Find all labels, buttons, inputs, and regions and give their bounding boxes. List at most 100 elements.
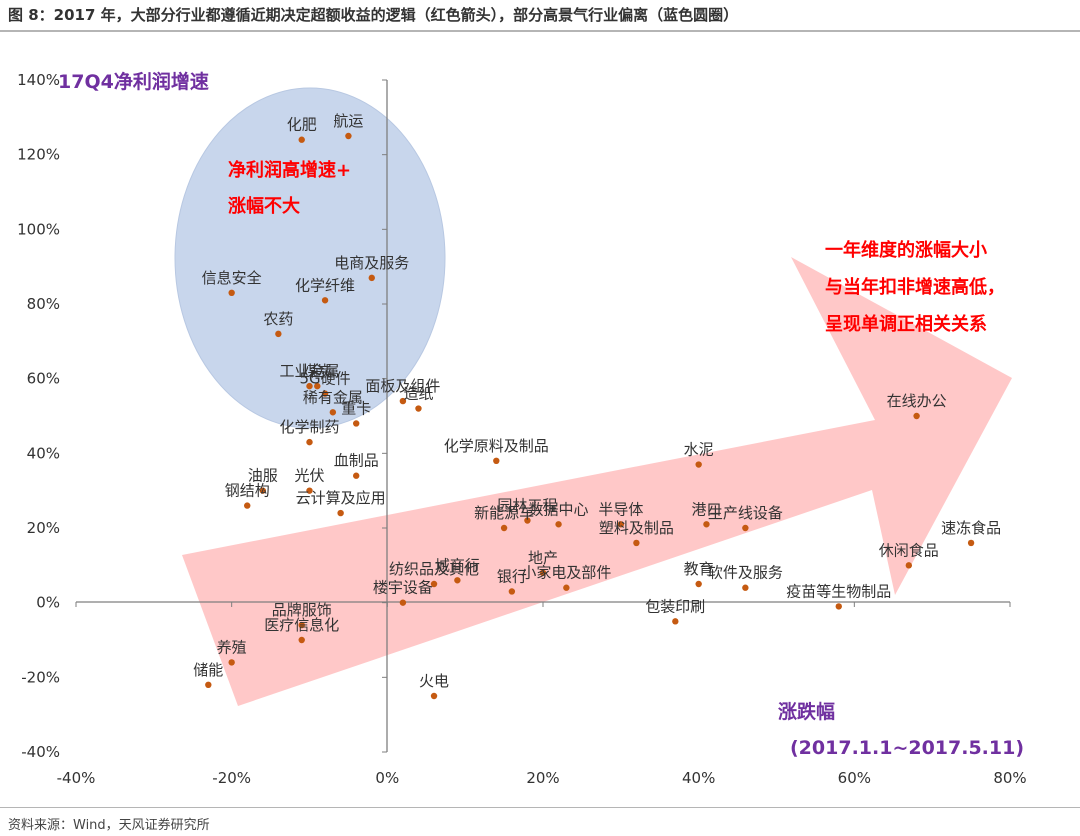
arrow-annotation-line-2: 与当年扣非增速高低，: [825, 276, 1005, 298]
data-point: [298, 621, 305, 629]
data-point: [306, 487, 313, 494]
point-label: 化学制药: [279, 418, 339, 436]
source-note: 资料来源：Wind，天风证券研究所: [8, 818, 210, 833]
circle-annotation-line-2: 涨幅不大: [228, 195, 300, 217]
data-point: [353, 420, 360, 427]
y-tick-labels: -40% -20% 0% 20% 40% 60% 80% 100% 120% 140%: [17, 71, 387, 761]
x-tick-label: -20%: [212, 769, 251, 787]
data-point: [399, 599, 407, 606]
data-point: [415, 405, 422, 412]
point-label: 化肥: [287, 116, 317, 134]
x-tick-label: -40%: [57, 769, 96, 787]
y-tick-label: -40%: [21, 743, 60, 761]
data-point: [967, 539, 975, 547]
data-point: [430, 580, 438, 588]
point-label: 光伏: [294, 467, 324, 485]
point-label: 钢结构: [225, 482, 270, 500]
data-point: [672, 618, 679, 625]
y-tick-label: 20%: [27, 519, 60, 537]
point-label: 休闲食品: [879, 541, 939, 559]
point-label: 纺织品及其他: [389, 560, 479, 578]
data-point: [695, 461, 702, 468]
y-tick-label: 140%: [17, 71, 60, 89]
point-label: 化学原料及制品: [444, 437, 549, 455]
point-label: 包装印刷: [645, 597, 705, 615]
data-point: [321, 297, 329, 304]
x-axis-range: (2017.1.1~2017.5.11): [790, 737, 1024, 759]
point-label: 银行: [497, 567, 527, 585]
circle-annotation-line-1: 净利润高增速+: [228, 159, 351, 181]
point-label: 水泥: [684, 441, 714, 459]
data-point: [500, 524, 508, 532]
point-label: 在线办公: [887, 392, 947, 410]
point-label: 储能: [193, 661, 223, 679]
data-point: [205, 681, 212, 688]
point-label: 新能源车: [474, 504, 534, 522]
arrow-annotation-line-1: 一年维度的涨幅大小: [825, 239, 987, 261]
data-point: [742, 524, 749, 532]
data-point: [835, 603, 842, 610]
data-point: [228, 659, 235, 666]
data-point: [695, 580, 702, 588]
data-point: [493, 457, 500, 464]
data-point: [563, 584, 570, 591]
point-label: 煤炭: [302, 362, 332, 380]
point-label: 化学纤维: [295, 276, 355, 294]
y-tick-label: -20%: [21, 668, 60, 686]
data-point: [508, 588, 516, 595]
data-point: [329, 409, 337, 416]
bottom-divider: [0, 807, 1080, 808]
x-tick-label: 0%: [375, 769, 399, 787]
point-label: 血制品: [334, 452, 379, 470]
high-growth-circle: [174, 87, 446, 429]
data-point: [244, 502, 251, 509]
y-tick-label: 0%: [36, 594, 60, 612]
arrow-annotation-line-3: 呈现单调正相关关系: [825, 313, 987, 335]
point-label: 面板及组件: [365, 377, 440, 395]
x-tick-labels: -40% -20% 0% 20% 40% 60% 80%: [57, 602, 1027, 787]
data-point: [353, 472, 360, 479]
point-label: 航运: [333, 112, 363, 130]
data-point: [913, 412, 920, 420]
point-label: 云计算及应用: [296, 489, 386, 507]
data-point: [275, 330, 282, 338]
data-point: [905, 562, 913, 569]
point-label: 数据中心: [529, 500, 589, 518]
point-label: 园林工程: [497, 497, 557, 515]
data-point: [314, 382, 321, 390]
y-tick-label: 100%: [17, 220, 60, 238]
point-label: 农药: [263, 310, 293, 328]
point-label: 楼宇设备: [373, 579, 433, 597]
point-label: 城商行: [435, 556, 480, 574]
x-tick-label: 60%: [838, 769, 871, 787]
data-point: [539, 569, 547, 576]
point-label: 重卡: [341, 399, 371, 417]
point-label: 港口: [691, 500, 721, 518]
y-tick-label: 120%: [17, 146, 60, 164]
point-label: 5G硬件: [299, 370, 350, 388]
point-label: 稀有金属: [303, 388, 363, 406]
data-point: [306, 438, 313, 446]
x-tick-label: 40%: [682, 769, 715, 787]
point-label: 油服: [248, 467, 278, 485]
point-label: 电商及服务: [334, 254, 409, 272]
point-label: 半导体: [598, 500, 643, 518]
y-tick-label: 40%: [27, 444, 60, 462]
data-point: [430, 692, 438, 700]
point-label: 造纸: [403, 385, 433, 403]
trend-arrow: [182, 257, 1012, 706]
data-point: [345, 132, 352, 140]
point-label: 工业金属: [279, 362, 339, 380]
point-label: 塑料及制品: [599, 519, 674, 537]
data-points: [205, 132, 975, 700]
data-point: [524, 517, 531, 524]
point-label: 地产: [528, 549, 558, 567]
figure-title: 图 8：2017 年，大部分行业都遵循近期决定超额收益的逻辑（红色箭头），部分高…: [8, 6, 739, 24]
point-label: 疫苗等生物制品: [786, 582, 891, 600]
point-label: 生产线设备: [708, 504, 783, 522]
data-point: [259, 487, 266, 494]
x-tick-label: 80%: [993, 769, 1026, 787]
data-point: [399, 397, 407, 405]
